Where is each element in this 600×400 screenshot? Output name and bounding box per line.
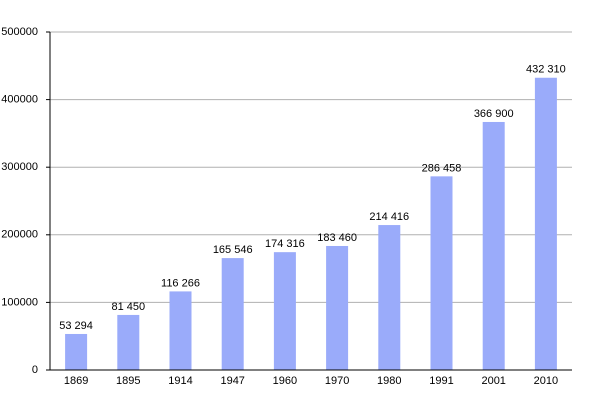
x-tick-label: 1970: [325, 375, 349, 387]
y-tick-label: 400000: [1, 94, 38, 106]
value-label: 286 458: [422, 162, 462, 174]
value-label: 81 450: [111, 301, 145, 313]
x-tick-label: 1869: [64, 375, 88, 387]
x-tick-label: 1980: [377, 375, 401, 387]
x-tick-label: 1947: [220, 375, 244, 387]
y-tick-label: 100000: [1, 296, 38, 308]
y-tick-label: 300000: [1, 161, 38, 173]
value-label: 116 266: [161, 277, 200, 289]
bar: [221, 258, 244, 370]
bar: [430, 176, 453, 370]
value-label: 366 900: [474, 108, 514, 120]
bar: [117, 314, 140, 370]
bar: [534, 77, 557, 371]
value-label: 432 310: [526, 64, 566, 76]
value-label: 183 460: [317, 232, 357, 244]
x-tick-label: 1914: [168, 375, 192, 387]
value-label: 174 316: [265, 238, 305, 250]
value-label: 214 416: [369, 211, 409, 223]
x-tick-label: 1991: [429, 375, 453, 387]
x-tick-label: 2010: [534, 375, 558, 387]
x-tick-label: 1895: [116, 375, 140, 387]
bar: [273, 252, 296, 370]
bar: [326, 245, 349, 370]
value-label: 165 546: [213, 244, 253, 256]
bar: [378, 225, 401, 370]
value-label: 53 294: [59, 320, 93, 332]
bar: [65, 333, 88, 370]
y-tick-label: 0: [32, 364, 38, 376]
bar: [169, 291, 192, 370]
x-tick-label: 1960: [273, 375, 297, 387]
x-tick-label: 2001: [481, 375, 505, 387]
y-tick-label: 200000: [1, 229, 38, 241]
bar: [482, 121, 505, 370]
y-tick-label: 500000: [1, 26, 38, 38]
